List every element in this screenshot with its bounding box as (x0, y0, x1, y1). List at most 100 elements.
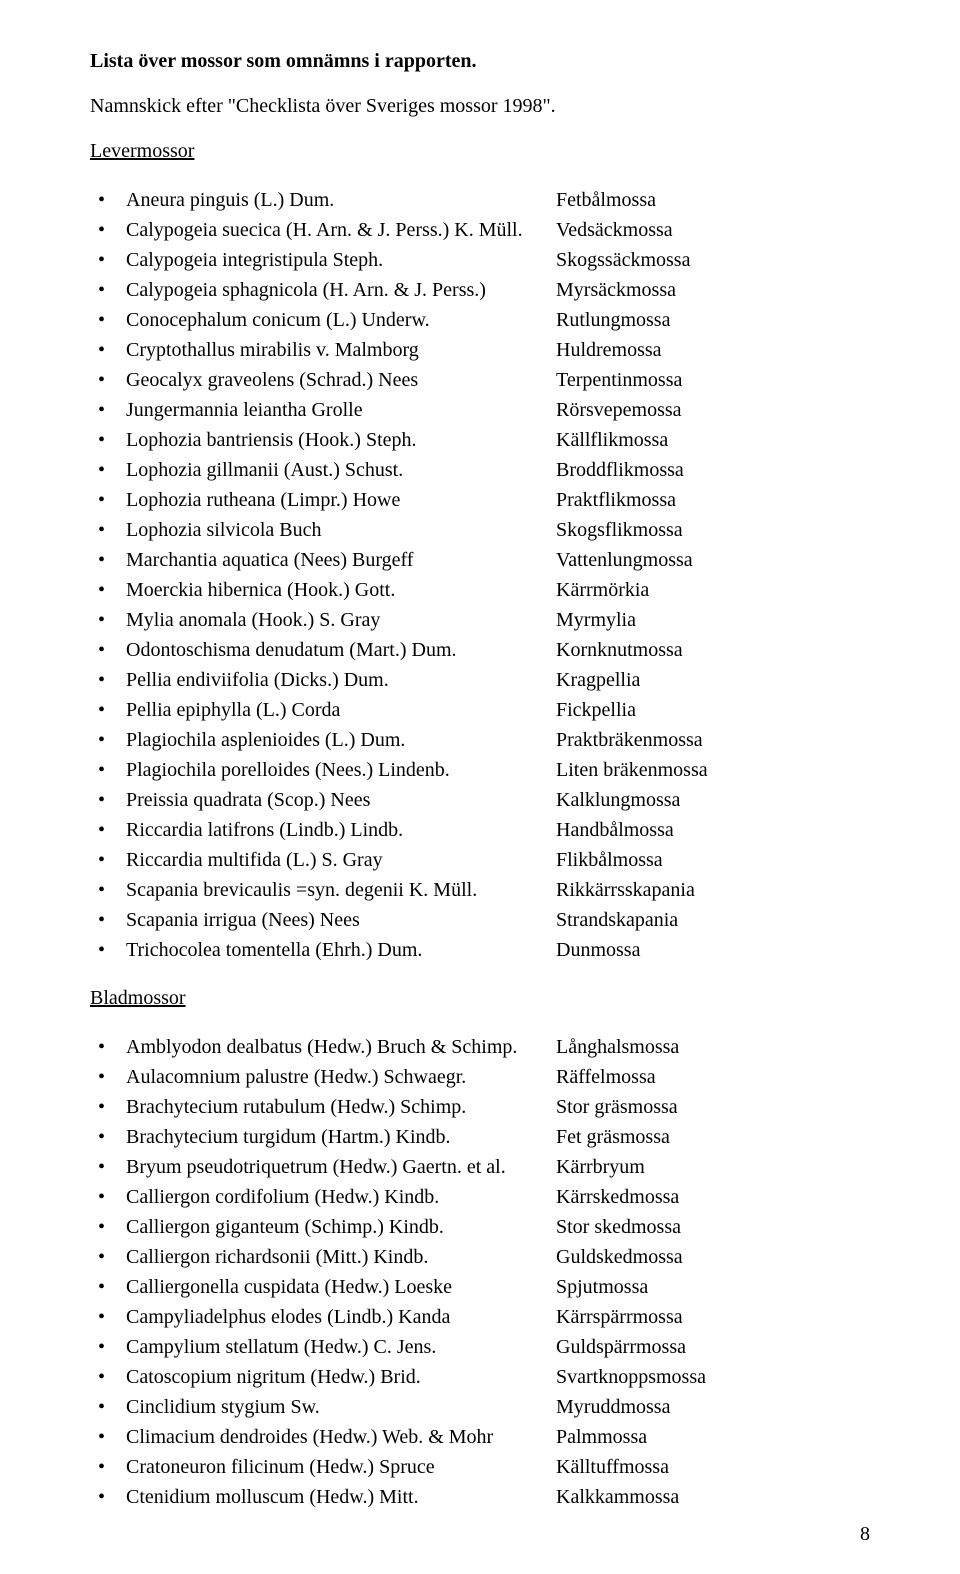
list-item: •Calliergon giganteum (Schimp.) Kindb.St… (90, 1212, 870, 1242)
section-header: Bladmossor (90, 987, 870, 1010)
latin-name: Lophozia rutheana (Limpr.) Howe (126, 485, 556, 515)
document-page: Lista över mossor som omnämns i rapporte… (0, 0, 960, 1574)
latin-name: Amblyodon dealbatus (Hedw.) Bruch & Schi… (126, 1032, 556, 1062)
list-item: •Lophozia rutheana (Limpr.) HowePraktfli… (90, 485, 870, 515)
bullet-icon: • (98, 1482, 126, 1512)
list-item: •Riccardia latifrons (Lindb.) Lindb.Hand… (90, 815, 870, 845)
latin-name: Calypogeia sphagnicola (H. Arn. & J. Per… (126, 275, 556, 305)
latin-name: Odontoschisma denudatum (Mart.) Dum. (126, 635, 556, 665)
common-name: Kärrspärrmossa (556, 1302, 870, 1332)
bullet-icon: • (98, 395, 126, 425)
latin-name: Plagiochila asplenioides (L.) Dum. (126, 725, 556, 755)
common-name: Fetbålmossa (556, 185, 870, 215)
common-name: Praktbräkenmossa (556, 725, 870, 755)
common-name: Palmmossa (556, 1422, 870, 1452)
list-item: •Scapania irrigua (Nees) NeesStrandskapa… (90, 905, 870, 935)
list-item: •Calliergon richardsonii (Mitt.) Kindb.G… (90, 1242, 870, 1272)
bullet-icon: • (98, 185, 126, 215)
sections-container: Levermossor•Aneura pinguis (L.) Dum.Fetb… (90, 140, 870, 1512)
list-item: •Plagiochila porelloides (Nees.) Lindenb… (90, 755, 870, 785)
bullet-icon: • (98, 245, 126, 275)
common-name: Flikbålmossa (556, 845, 870, 875)
latin-name: Jungermannia leiantha Grolle (126, 395, 556, 425)
list-item: •Amblyodon dealbatus (Hedw.) Bruch & Sch… (90, 1032, 870, 1062)
bullet-icon: • (98, 665, 126, 695)
list-item: •Calypogeia sphagnicola (H. Arn. & J. Pe… (90, 275, 870, 305)
common-name: Svartknoppsmossa (556, 1362, 870, 1392)
latin-name: Calypogeia suecica (H. Arn. & J. Perss.)… (126, 215, 556, 245)
list-item: •Calypogeia suecica (H. Arn. & J. Perss.… (90, 215, 870, 245)
bullet-icon: • (98, 1272, 126, 1302)
list-item: •Cratoneuron filicinum (Hedw.) SpruceKäl… (90, 1452, 870, 1482)
bullet-icon: • (98, 605, 126, 635)
latin-name: Calliergon cordifolium (Hedw.) Kindb. (126, 1182, 556, 1212)
common-name: Långhalsmossa (556, 1032, 870, 1062)
common-name: Huldremossa (556, 335, 870, 365)
list-item: •Marchantia aquatica (Nees) BurgeffVatte… (90, 545, 870, 575)
species-list: •Aneura pinguis (L.) Dum.Fetbålmossa•Cal… (90, 185, 870, 965)
bullet-icon: • (98, 755, 126, 785)
species-list: •Amblyodon dealbatus (Hedw.) Bruch & Sch… (90, 1032, 870, 1512)
bullet-icon: • (98, 1422, 126, 1452)
bullet-icon: • (98, 575, 126, 605)
common-name: Strandskapania (556, 905, 870, 935)
list-item: •Aneura pinguis (L.) Dum.Fetbålmossa (90, 185, 870, 215)
bullet-icon: • (98, 845, 126, 875)
bullet-icon: • (98, 515, 126, 545)
common-name: Fet gräsmossa (556, 1122, 870, 1152)
common-name: Vedsäckmossa (556, 215, 870, 245)
latin-name: Calliergonella cuspidata (Hedw.) Loeske (126, 1272, 556, 1302)
common-name: Källtuffmossa (556, 1452, 870, 1482)
bullet-icon: • (98, 1182, 126, 1212)
latin-name: Climacium dendroides (Hedw.) Web. & Mohr (126, 1422, 556, 1452)
latin-name: Moerckia hibernica (Hook.) Gott. (126, 575, 556, 605)
latin-name: Calliergon richardsonii (Mitt.) Kindb. (126, 1242, 556, 1272)
latin-name: Catoscopium nigritum (Hedw.) Brid. (126, 1362, 556, 1392)
bullet-icon: • (98, 725, 126, 755)
bullet-icon: • (98, 365, 126, 395)
list-item: •Campylium stellatum (Hedw.) C. Jens.Gul… (90, 1332, 870, 1362)
bullet-icon: • (98, 1332, 126, 1362)
list-item: •Riccardia multifida (L.) S. GrayFlikbål… (90, 845, 870, 875)
bullet-icon: • (98, 1122, 126, 1152)
bullet-icon: • (98, 815, 126, 845)
list-item: •Catoscopium nigritum (Hedw.) Brid.Svart… (90, 1362, 870, 1392)
common-name: Kärrmörkia (556, 575, 870, 605)
latin-name: Preissia quadrata (Scop.) Nees (126, 785, 556, 815)
list-item: •Scapania brevicaulis =syn. degenii K. M… (90, 875, 870, 905)
common-name: Rutlungmossa (556, 305, 870, 335)
latin-name: Aulacomnium palustre (Hedw.) Schwaegr. (126, 1062, 556, 1092)
list-item: •Lophozia silvicola BuchSkogsflikmossa (90, 515, 870, 545)
common-name: Kärrbryum (556, 1152, 870, 1182)
list-item: •Climacium dendroides (Hedw.) Web. & Moh… (90, 1422, 870, 1452)
list-item: •Brachytecium rutabulum (Hedw.) Schimp.S… (90, 1092, 870, 1122)
bullet-icon: • (98, 905, 126, 935)
common-name: Broddflikmossa (556, 455, 870, 485)
list-item: •Conocephalum conicum (L.) Underw.Rutlun… (90, 305, 870, 335)
common-name: Räffelmossa (556, 1062, 870, 1092)
list-item: •Ctenidium molluscum (Hedw.) Mitt.Kalkka… (90, 1482, 870, 1512)
bullet-icon: • (98, 425, 126, 455)
bullet-icon: • (98, 1032, 126, 1062)
common-name: Guldspärrmossa (556, 1332, 870, 1362)
list-item: •Geocalyx graveolens (Schrad.) NeesTerpe… (90, 365, 870, 395)
common-name: Rikkärrsskapania (556, 875, 870, 905)
bullet-icon: • (98, 1242, 126, 1272)
bullet-icon: • (98, 275, 126, 305)
latin-name: Geocalyx graveolens (Schrad.) Nees (126, 365, 556, 395)
list-item: •Plagiochila asplenioides (L.) Dum.Prakt… (90, 725, 870, 755)
latin-name: Cratoneuron filicinum (Hedw.) Spruce (126, 1452, 556, 1482)
latin-name: Riccardia latifrons (Lindb.) Lindb. (126, 815, 556, 845)
common-name: Stor gräsmossa (556, 1092, 870, 1122)
common-name: Myrsäckmossa (556, 275, 870, 305)
latin-name: Conocephalum conicum (L.) Underw. (126, 305, 556, 335)
bullet-icon: • (98, 1302, 126, 1332)
latin-name: Mylia anomala (Hook.) S. Gray (126, 605, 556, 635)
list-item: •Preissia quadrata (Scop.) NeesKalklungm… (90, 785, 870, 815)
latin-name: Aneura pinguis (L.) Dum. (126, 185, 556, 215)
latin-name: Marchantia aquatica (Nees) Burgeff (126, 545, 556, 575)
latin-name: Ctenidium molluscum (Hedw.) Mitt. (126, 1482, 556, 1512)
common-name: Skogssäckmossa (556, 245, 870, 275)
common-name: Myrmylia (556, 605, 870, 635)
common-name: Vattenlungmossa (556, 545, 870, 575)
